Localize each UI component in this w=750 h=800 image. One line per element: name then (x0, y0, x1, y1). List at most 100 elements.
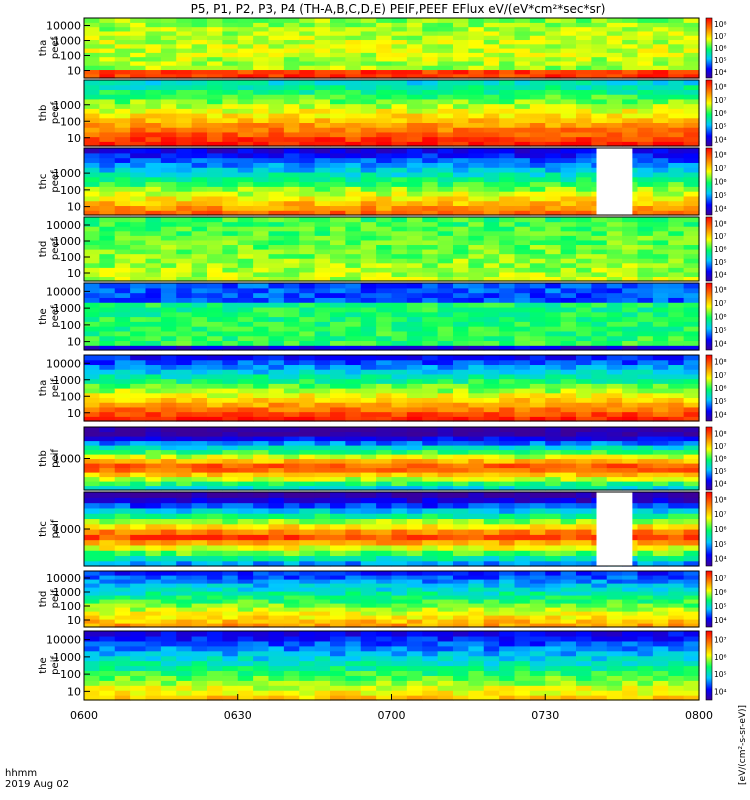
colorbar-tick-label: 10⁷ (714, 32, 727, 41)
colorbar-tick-label: 10⁶ (714, 384, 727, 393)
y-tick-label: 10 (67, 407, 81, 420)
colorbar-tick-label: 10⁶ (714, 313, 727, 322)
colorbar-tick-label: 10⁶ (714, 178, 727, 187)
colorbar-tick-label: 10⁵ (714, 467, 727, 476)
colorbar-tick-label: 10⁵ (714, 397, 727, 406)
colorbar (705, 79, 713, 147)
panel-product-label: peif (50, 656, 61, 675)
colorbar-tick-label: 10⁴ (714, 616, 727, 625)
y-tick-label: 10 (67, 336, 81, 349)
colorbar-tick-label: 10⁷ (714, 164, 727, 173)
colorbar-tick-label: 10⁷ (714, 371, 727, 380)
panel-probe-label: thb (38, 450, 49, 467)
colorbar-tick-label: 10⁵ (714, 670, 727, 679)
y-tick-label: 1000 (53, 235, 81, 248)
y-tick-label: 10 (67, 614, 81, 627)
panel-thb-peif: 1000 thb peif 10⁴ 10⁵ 10⁶ 10⁷ 10⁸ (38, 426, 727, 491)
panel-probe-label: thb (38, 105, 49, 122)
colorbar-tick-label: 10⁶ (714, 653, 727, 662)
colorbar-tick-label: 10⁵ (714, 540, 727, 549)
panel-tha-peef: 10 100 1000 10000 tha peef 10⁴ 10⁵ 10⁶ 10⁷ 10⁸ (38, 17, 727, 79)
y-tick-label: 100 (60, 390, 81, 403)
y-tick-label: 1000 (53, 35, 81, 48)
panel-tha-peif: 10 100 1000 10000 tha peif 10⁴ 10⁵ 10⁶ 10⁷ 10⁸ (38, 354, 727, 422)
panel-product-label: peef (50, 305, 61, 328)
panel-thb-peef: 10 100 1000 thb peef 10⁴ 10⁵ 10⁶ 10⁷ 10⁸ (38, 79, 727, 147)
colorbar-tick-label: 10⁴ (714, 687, 727, 696)
colorbar-tick-label: 10⁸ (714, 20, 727, 29)
colorbar (705, 216, 713, 282)
y-tick-label: 10000 (46, 285, 81, 298)
panel-thc-peif: 1000 thc peif 10⁴ 10⁵ 10⁶ 10⁷ 10⁸ (38, 491, 727, 567)
panel-probe-label: thc (38, 174, 49, 190)
colorbar (705, 570, 713, 628)
y-tick-label: 100 (60, 600, 81, 613)
colorbar-tick-label: 10⁷ (714, 636, 727, 645)
x-tick-label: 0800 (685, 709, 713, 722)
colorbar-tick-label: 10⁴ (714, 555, 727, 564)
y-tick-label: 1000 (53, 167, 81, 180)
y-tick-label: 100 (60, 50, 81, 63)
colorbar-tick-label: 10⁴ (714, 480, 727, 489)
colorbar-tick-label: 10⁷ (714, 442, 727, 451)
colorbar-tick-label: 10⁷ (714, 96, 727, 105)
panel-probe-label: thd (38, 591, 49, 608)
y-tick-label: 100 (60, 184, 81, 197)
x-corner-label-hhmm: hhmm (5, 768, 37, 779)
y-tick-label: 10 (67, 201, 81, 214)
panel-product-label: peif (50, 378, 61, 397)
chart-title: P5, P1, P2, P3, P4 (TH-A,B,C,D,E) PEIF,P… (191, 2, 606, 16)
panel-product-label: peif (50, 589, 61, 608)
colorbar (705, 630, 713, 701)
panel-thc-peef: 10 100 1000 thc peef 10⁴ 10⁵ 10⁶ 10⁷ 10⁸ (38, 147, 727, 216)
colorbar-tick-label: 10⁵ (714, 122, 727, 131)
panel-frame (83, 79, 700, 147)
y-tick-label: 10 (67, 132, 81, 145)
colorbar-tick-label: 10⁶ (714, 455, 727, 464)
colorbar-tick-label: 10⁵ (714, 258, 727, 267)
y-tick-label: 10 (67, 685, 81, 698)
colorbar (705, 147, 713, 216)
colorbar-tick-label: 10⁸ (714, 151, 727, 160)
colorbar (705, 354, 713, 422)
colorbar-tick-label: 10⁵ (714, 602, 727, 611)
y-tick-label: 10000 (46, 219, 81, 232)
colorbar-tick-label: 10⁸ (714, 495, 727, 504)
x-tick-label: 0630 (224, 709, 252, 722)
y-tick-label: 10000 (46, 20, 81, 33)
colorbar-tick-label: 10⁸ (714, 219, 727, 228)
colorbar-tick-label: 10⁸ (714, 83, 727, 92)
colorbar-tick-label: 10⁵ (714, 326, 727, 335)
colorbar (705, 426, 713, 491)
panel-thd-peef: 10 100 1000 10000 thd peef 10⁴ 10⁵ 10⁶ 10⁷ 10⁸ (38, 216, 727, 282)
colorbar-tick-label: 10⁶ (714, 525, 727, 534)
panel-probe-label: thd (38, 241, 49, 258)
x-corner-label-date: 2019 Aug 02 (5, 779, 69, 790)
colorbar-tick-label: 10⁵ (714, 56, 727, 65)
x-tick-label: 0600 (70, 709, 98, 722)
y-tick-label: 1000 (53, 302, 81, 315)
panel-probe-label: thc (38, 521, 49, 537)
y-tick-label: 10 (67, 65, 81, 78)
panel-frame (83, 147, 700, 216)
y-tick-label: 1000 (53, 586, 81, 599)
panel-probe-label: the (38, 308, 49, 324)
colorbar-tick-label: 10⁶ (714, 245, 727, 254)
colorbar-tick-label: 10⁷ (714, 574, 727, 583)
colorbar-tick-label: 10⁴ (714, 135, 727, 144)
panel-product-label: peif (50, 519, 61, 538)
y-tick-label: 1000 (53, 523, 81, 536)
y-tick-label: 1000 (53, 99, 81, 112)
y-tick-label: 10000 (46, 572, 81, 585)
colorbar (705, 282, 713, 351)
colorbar-tick-label: 10⁸ (714, 358, 727, 367)
panel-frame (83, 216, 700, 282)
panel-the-peef: 10 100 1000 10000 the peef 10⁴ 10⁵ 10⁶ 10⁷ 10⁸ (38, 282, 727, 351)
panel-frame (83, 282, 700, 351)
x-tick-label: 0700 (378, 709, 406, 722)
panel-frame (83, 17, 700, 79)
colorbar-unit-label: [eV/(cm²-s-sr-eV)] (738, 705, 748, 785)
data-gap (596, 148, 633, 215)
panel-probe-label: tha (38, 40, 49, 56)
